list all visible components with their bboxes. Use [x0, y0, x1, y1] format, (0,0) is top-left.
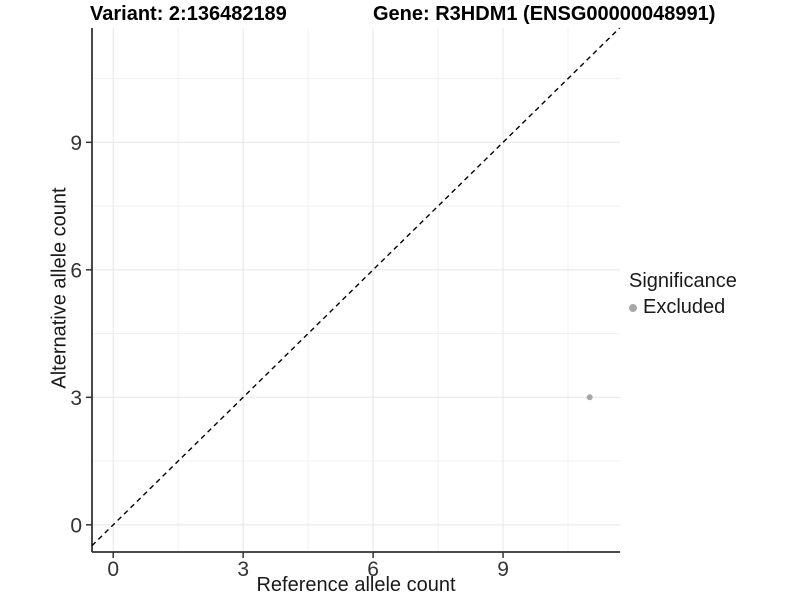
- plot-title-variant: Variant: 2:136482189: [90, 3, 287, 25]
- x-tick-label: 3: [237, 558, 249, 581]
- y-tick-label: 0: [70, 514, 82, 537]
- legend-item-excluded: Excluded: [629, 296, 737, 319]
- major-gridlines: [92, 28, 620, 552]
- x-axis-label: Reference allele count: [256, 574, 456, 596]
- axis-tick-marks: [86, 141, 504, 558]
- y-tick-label: 3: [70, 387, 82, 410]
- identity-dashed-line: [91, 27, 621, 547]
- x-tick-labels: 0 3 6 9: [107, 558, 509, 581]
- y-axis-label: Alternative allele count: [48, 187, 71, 389]
- minor-gridlines: [92, 28, 620, 552]
- legend-title: Significance: [629, 270, 737, 292]
- legend-point-swatch-icon: [629, 303, 637, 312]
- y-tick-labels: 0 3 6 9: [70, 132, 82, 537]
- legend: Significance Excluded: [629, 270, 737, 319]
- y-tick-label: 6: [70, 259, 82, 282]
- x-tick-label: 6: [367, 558, 379, 581]
- x-tick-label: 9: [497, 558, 509, 581]
- plot-title-gene: Gene: R3HDM1 (ENSG00000048991): [373, 3, 716, 25]
- data-point: [586, 394, 593, 401]
- x-tick-label: 0: [107, 558, 119, 581]
- y-tick-label: 9: [70, 132, 82, 155]
- data-points: [586, 394, 593, 401]
- legend-item-label: Excluded: [643, 296, 726, 318]
